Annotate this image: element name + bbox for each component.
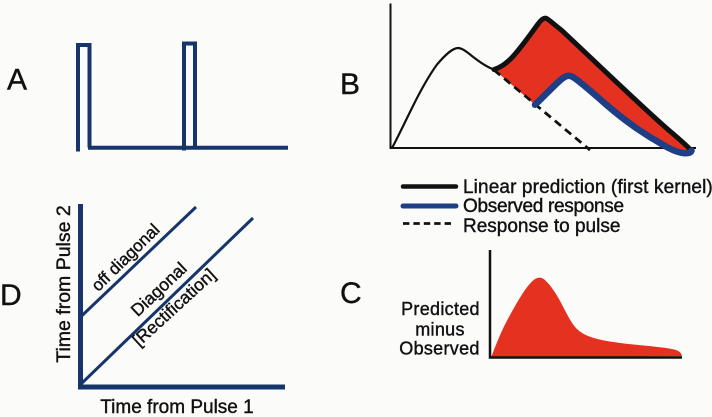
svg-text:Observed: Observed — [399, 339, 479, 359]
svg-text:Predicted: Predicted — [401, 299, 480, 319]
svg-text:Response to pulse: Response to pulse — [463, 216, 620, 237]
svg-text:A: A — [7, 64, 27, 97]
svg-text:minus: minus — [415, 320, 465, 340]
svg-text:Time from Pulse 1: Time from Pulse 1 — [100, 397, 253, 417]
svg-text:B: B — [340, 68, 360, 101]
svg-text:C: C — [340, 277, 362, 310]
svg-text:Time from Pulse 2: Time from Pulse 2 — [53, 205, 75, 363]
svg-text:Observed response: Observed response — [463, 196, 624, 217]
svg-text:D: D — [0, 279, 22, 312]
svg-text:Linear prediction (first kerne: Linear prediction (first kernel) — [463, 177, 712, 198]
